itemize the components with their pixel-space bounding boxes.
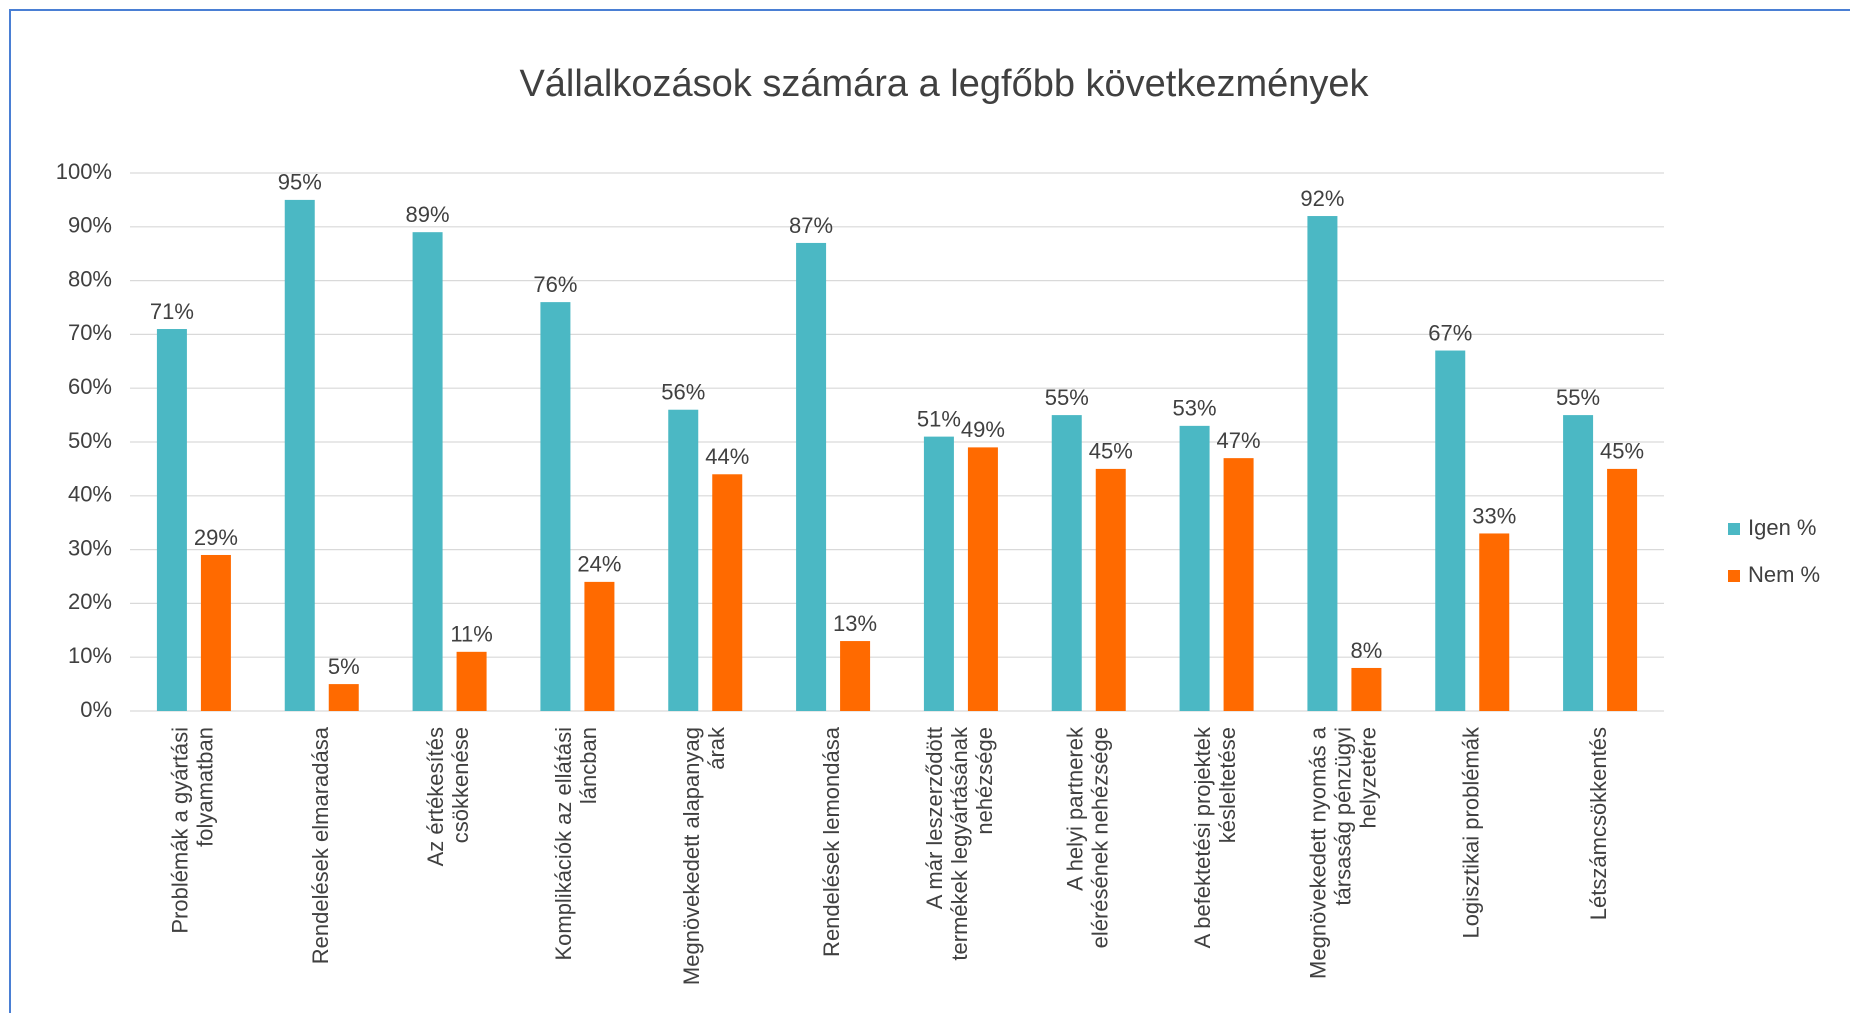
legend-label: Nem % bbox=[1748, 562, 1820, 587]
bar bbox=[712, 474, 743, 711]
x-tick-label: A helyi partnerekelérésének nehézsége bbox=[1062, 726, 1112, 948]
data-label: 33% bbox=[1472, 503, 1516, 528]
x-tick-label: Az értékesítéscsökkenése bbox=[423, 727, 473, 866]
data-label: 95% bbox=[278, 170, 322, 195]
data-label: 8% bbox=[1351, 638, 1383, 663]
y-tick-label: 10% bbox=[68, 643, 112, 668]
bar bbox=[668, 409, 699, 711]
y-tick-label: 30% bbox=[68, 535, 112, 560]
bar bbox=[200, 554, 231, 711]
y-tick-label: 90% bbox=[68, 213, 112, 238]
bar bbox=[156, 329, 187, 711]
legend-label: Igen % bbox=[1748, 515, 1817, 540]
bar bbox=[1351, 667, 1382, 711]
bar bbox=[284, 199, 315, 711]
bar bbox=[1479, 533, 1510, 711]
y-tick-label: 40% bbox=[68, 482, 112, 507]
bar bbox=[1435, 350, 1466, 711]
bar bbox=[1563, 415, 1594, 711]
x-tick-label: A már leszerződötttermékek legyártásának… bbox=[922, 726, 997, 961]
bar bbox=[796, 242, 827, 711]
bar bbox=[540, 302, 571, 711]
data-label: 89% bbox=[406, 202, 450, 227]
x-tick-label: Megnövekedett alapanyagárak bbox=[679, 726, 729, 985]
bar bbox=[412, 232, 443, 711]
x-tick-label: Létszámcsökkentés bbox=[1586, 727, 1611, 920]
data-label: 44% bbox=[705, 444, 749, 469]
bar bbox=[1607, 468, 1638, 711]
bar bbox=[1307, 216, 1338, 712]
data-label: 56% bbox=[661, 380, 705, 405]
y-tick-label: 0% bbox=[80, 697, 112, 722]
y-tick-label: 20% bbox=[68, 589, 112, 614]
legend-swatch bbox=[1728, 570, 1740, 582]
bar bbox=[923, 436, 954, 711]
x-tick-label: Megnövekedett nyomás atársaság pénzügyih… bbox=[1305, 726, 1380, 979]
data-label: 76% bbox=[533, 272, 577, 297]
data-label: 24% bbox=[577, 552, 621, 577]
data-label: 29% bbox=[194, 525, 238, 550]
x-tick-label: Problémák a gyártásifolyamatban bbox=[167, 727, 217, 934]
x-tick-label: Logisztikai problémák bbox=[1458, 726, 1483, 939]
data-label: 47% bbox=[1217, 428, 1261, 453]
data-label: 71% bbox=[150, 299, 194, 324]
y-tick-label: 100% bbox=[56, 159, 112, 184]
data-label: 55% bbox=[1556, 385, 1600, 410]
bar bbox=[1223, 458, 1254, 711]
x-tick-label: A befektetési projektekkésleltetése bbox=[1190, 726, 1240, 948]
bar bbox=[584, 581, 615, 711]
y-tick-label: 70% bbox=[68, 320, 112, 345]
bar bbox=[840, 641, 871, 711]
y-tick-label: 60% bbox=[68, 374, 112, 399]
data-label: 11% bbox=[450, 622, 492, 647]
chart-title: Vállalkozások számára a legfőbb következ… bbox=[519, 63, 1369, 105]
data-label: 45% bbox=[1089, 439, 1133, 464]
y-tick-label: 80% bbox=[68, 266, 112, 291]
x-tick-label: Rendelések elmaradása bbox=[308, 726, 333, 964]
x-tick-label: Komplikációk az ellátásiláncban bbox=[551, 727, 601, 961]
data-label: 49% bbox=[961, 417, 1005, 442]
bar bbox=[456, 651, 487, 711]
bar bbox=[1095, 468, 1126, 711]
data-label: 51% bbox=[917, 406, 961, 431]
legend-swatch bbox=[1728, 523, 1740, 535]
data-label: 53% bbox=[1173, 396, 1217, 421]
data-label: 45% bbox=[1600, 439, 1644, 464]
bar bbox=[1051, 415, 1082, 711]
bar bbox=[328, 684, 359, 711]
data-label: 87% bbox=[789, 213, 833, 238]
data-label: 5% bbox=[328, 654, 360, 679]
data-label: 55% bbox=[1045, 385, 1089, 410]
bar bbox=[967, 447, 998, 711]
data-label: 13% bbox=[833, 611, 877, 636]
x-tick-label: Rendelések lemondása bbox=[819, 726, 844, 957]
frame bbox=[9, 9, 1850, 1013]
data-label: 92% bbox=[1300, 186, 1344, 211]
y-tick-label: 50% bbox=[68, 428, 112, 453]
bar bbox=[1179, 425, 1210, 711]
data-label: 67% bbox=[1428, 320, 1472, 345]
